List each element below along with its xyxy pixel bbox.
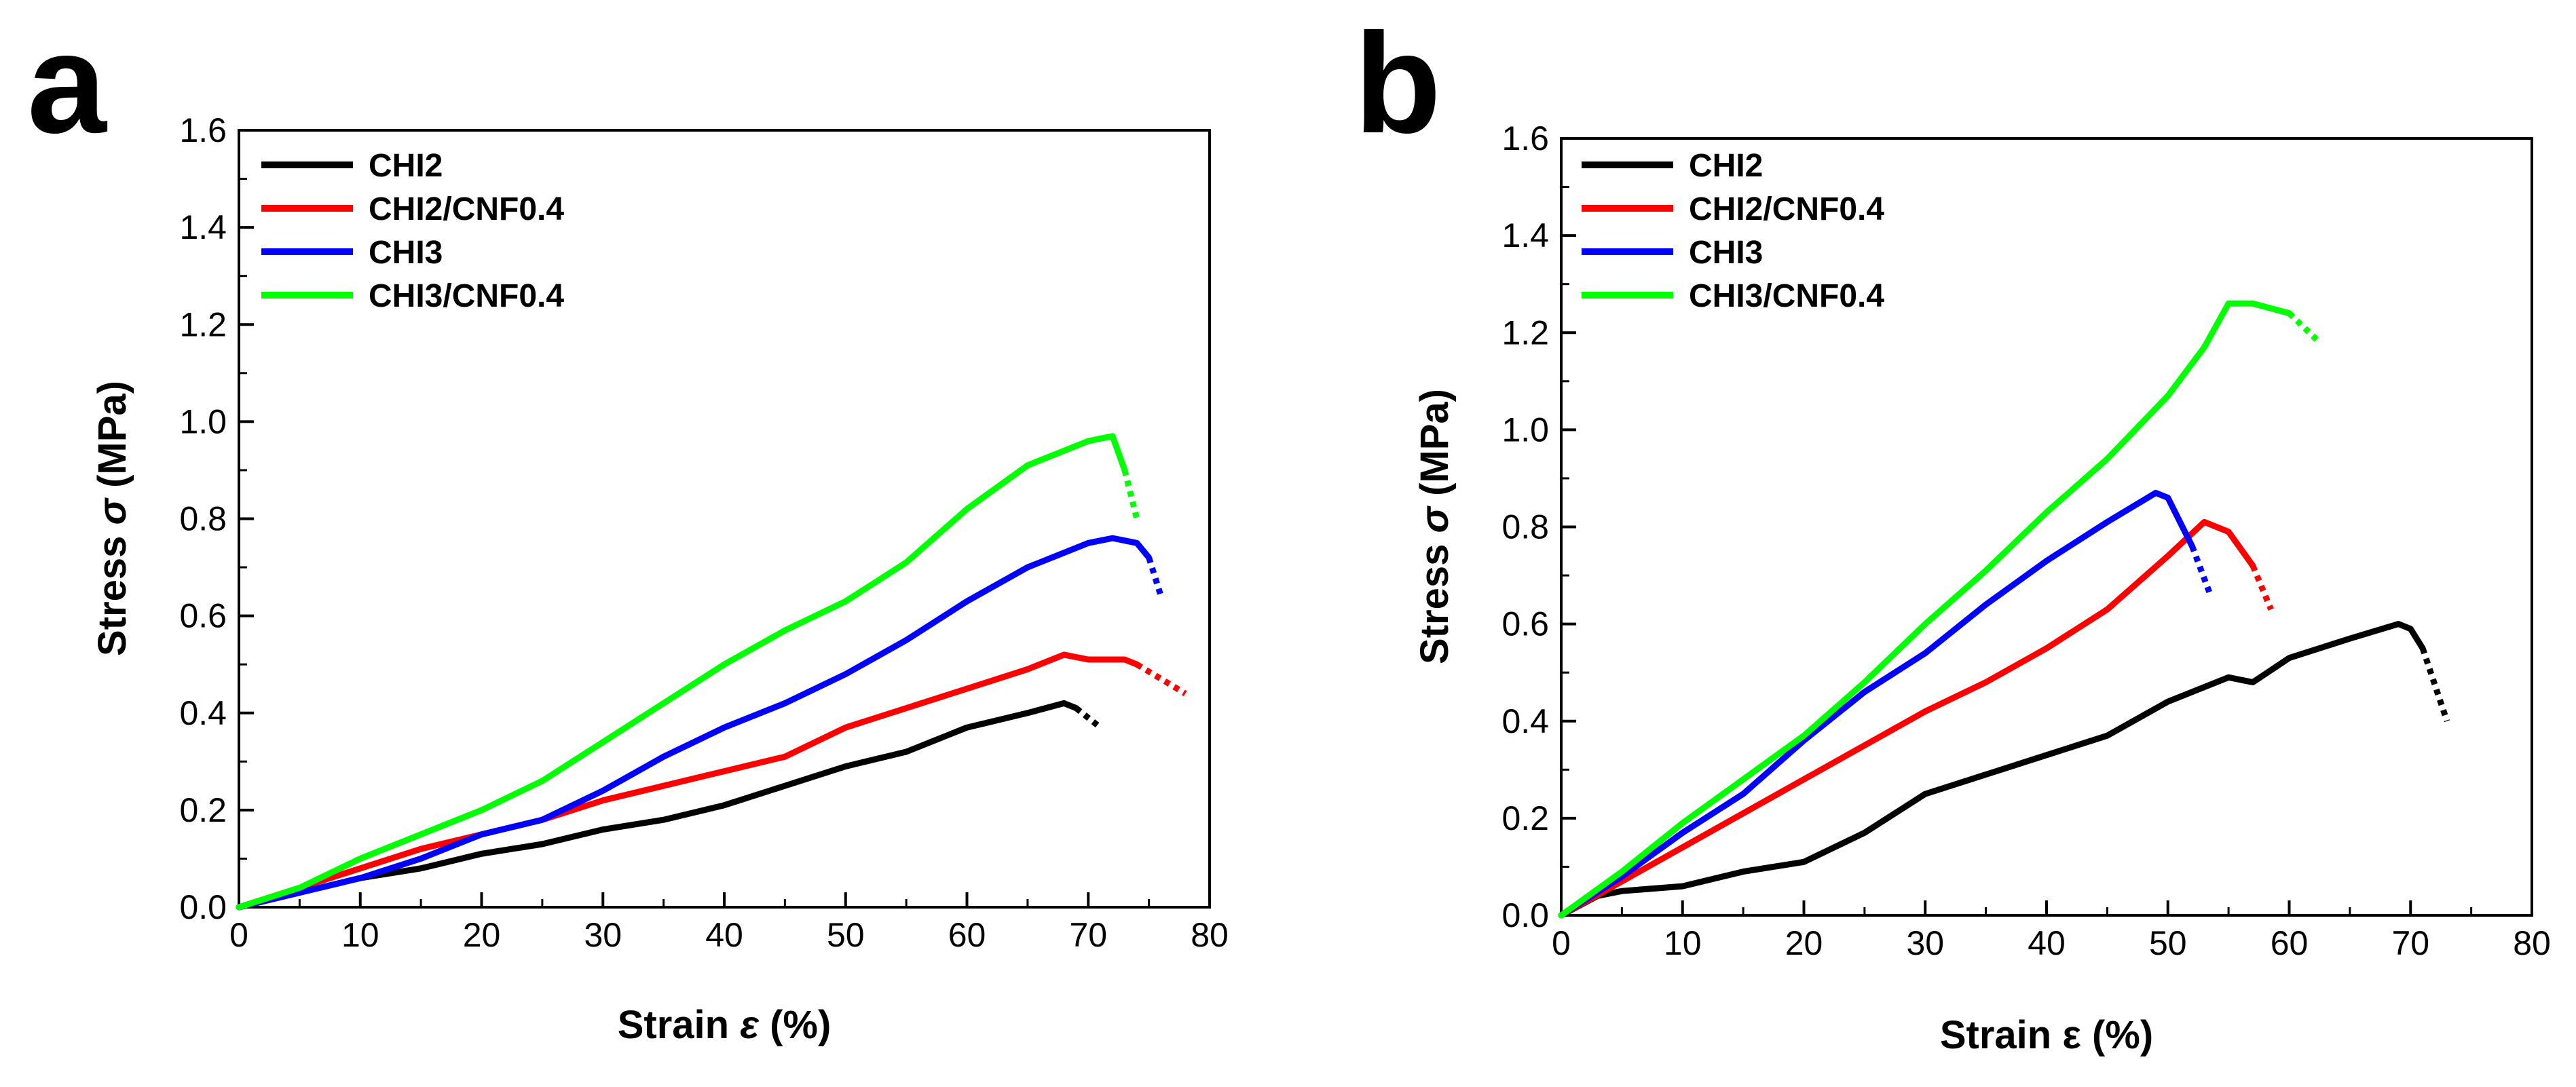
x-tick-label: 60 [2271, 924, 2309, 962]
y-tick-label: 0.8 [179, 500, 227, 538]
series-break-chi2 [1074, 706, 1102, 730]
x-tick-label: 80 [1191, 916, 1229, 954]
x-axis-title-a: Strain ε (%) [618, 1003, 832, 1047]
x-tick-label: 40 [2028, 924, 2066, 962]
y-tick-label: 1.4 [179, 208, 227, 246]
legend-b: CHI2 CHI2/CNF0.4 CHI3 CHI3/CNF0.4 [1582, 148, 1884, 314]
x-tick-label: 30 [1906, 924, 1944, 962]
x-tick-label: 20 [463, 916, 501, 954]
x-tick-label: 70 [2391, 924, 2429, 962]
legend-a: CHI2 CHI2/CNF0.4 CHI3 CHI3/CNF0.4 [261, 148, 564, 314]
series-line-chi3-cnf0-4 [236, 433, 1128, 911]
chart-panel-a: 0 10 20 30 40 50 60 70 80 0.0 0.2 0.4 0.6 0.8 1.0 1.2 1.… [90, 111, 1229, 1047]
y-tick-label: 0.4 [179, 694, 227, 732]
legend-label: CHI2 [1689, 148, 1763, 184]
legend-label: CHI2 [369, 148, 443, 184]
y-tick-label: 1.0 [179, 402, 227, 440]
y-tick-label: 1.0 [1501, 411, 1549, 449]
series-line-chi2 [1558, 621, 2426, 919]
series-line-chi2 [236, 700, 1079, 911]
series-break-chi3-cnf0-4 [2287, 311, 2322, 345]
legend-label: CHI3/CNF0.4 [1689, 278, 1884, 314]
y-tick-label: 0.8 [1501, 508, 1549, 546]
series-break-chi2 [2419, 647, 2450, 723]
x-axis-title-b: Strain ε (%) [1940, 1013, 2153, 1057]
y-tick-label: 1.4 [1501, 216, 1549, 254]
y-tick-label: 1.2 [1501, 313, 1549, 351]
series-line-chi3 [236, 535, 1153, 911]
x-tick-label: 70 [1069, 916, 1107, 954]
x-tick-label: 0 [229, 916, 248, 954]
panel-letter-b: b [1354, 3, 1441, 163]
series-lines-b [1558, 300, 2450, 919]
panel-letter-a: a [27, 3, 108, 163]
x-tick-label: 30 [584, 916, 622, 954]
x-tick-label: 60 [948, 916, 986, 954]
y-tick-label: 0.0 [1501, 896, 1549, 934]
y-tick-label: 1.6 [1501, 119, 1549, 157]
legend-label: CHI3 [369, 235, 443, 271]
series-line-chi3-cnf0-4 [1558, 300, 2292, 919]
x-tick-label: 80 [2513, 924, 2551, 962]
series-break-chi3-cnf0-4 [1121, 469, 1140, 520]
x-tick-label: 50 [2149, 924, 2187, 962]
y-tick-label: 1.2 [179, 305, 227, 343]
y-tick-label: 0.6 [179, 597, 227, 635]
x-tick-label: 20 [1785, 924, 1823, 962]
legend-label: CHI2/CNF0.4 [1689, 191, 1884, 227]
series-break-chi2-cnf0-4 [2250, 565, 2274, 611]
legend-label: CHI2/CNF0.4 [369, 191, 564, 227]
y-tick-label: 0.2 [179, 791, 227, 829]
legend-label: CHI3/CNF0.4 [369, 278, 564, 314]
y-tick-label: 0.0 [179, 888, 227, 926]
y-tick-label: 1.6 [179, 111, 227, 149]
x-tick-label: 10 [341, 916, 379, 954]
y-tick-label: 0.4 [1501, 702, 1549, 740]
x-tick-label: 0 [1552, 924, 1571, 962]
chart-panel-b: 0 10 20 30 40 50 60 70 80 0.0 0.2 0.4 0.6 0.8 1.0 1.2 1.… [1413, 119, 2551, 1057]
y-axis-title-b: Stress σ (MPa) [1413, 389, 1457, 664]
series-lines-a [236, 433, 1187, 911]
series-line-chi3 [1558, 489, 2195, 919]
series-break-chi3 [1146, 556, 1164, 598]
series-line-chi2-cnf0-4 [1558, 518, 2256, 919]
x-tick-label: 40 [705, 916, 743, 954]
series-break-chi3 [2189, 545, 2214, 596]
axis-ticks-b: 0 10 20 30 40 50 60 70 80 0.0 0.2 0.4 0.6 0.8 1.0 1.2 1.… [1501, 119, 2550, 962]
axis-ticks-a: 0 10 20 30 40 50 60 70 80 0.0 0.2 0.4 0.6 0.8 1.0 1.2 1.… [179, 111, 1228, 954]
y-axis-title-a: Stress σ (MPa) [90, 381, 134, 656]
legend-label: CHI3 [1689, 235, 1763, 271]
y-tick-label: 0.6 [1501, 605, 1549, 643]
series-break-chi2-cnf0-4 [1135, 662, 1187, 696]
series-line-chi2-cnf0-4 [236, 651, 1140, 911]
x-tick-label: 10 [1664, 924, 1702, 962]
y-tick-label: 0.2 [1501, 799, 1549, 837]
x-tick-label: 50 [827, 916, 865, 954]
